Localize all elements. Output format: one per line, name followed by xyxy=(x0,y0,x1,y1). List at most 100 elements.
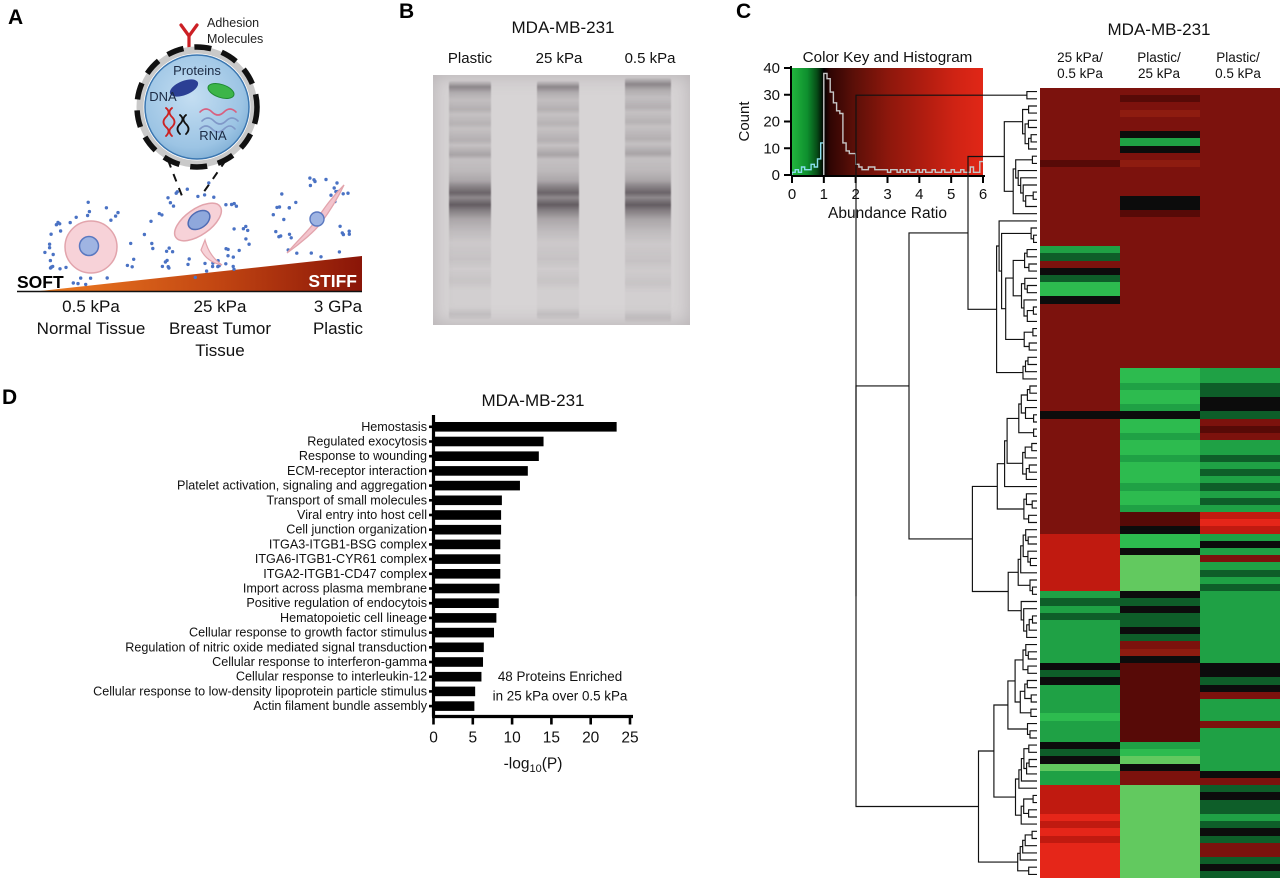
heatmap-cell xyxy=(1040,325,1120,333)
bar-label: Transport of small molecules xyxy=(266,493,427,507)
bar xyxy=(433,657,484,667)
heatmap-cell xyxy=(1040,253,1120,261)
heatmap-row xyxy=(1040,763,1280,771)
heatmap-cell xyxy=(1200,785,1280,793)
heatmap-cell xyxy=(1040,181,1120,189)
x-tick-label: 15 xyxy=(543,730,560,747)
heatmap-cell xyxy=(1200,95,1280,103)
heatmap-cell xyxy=(1120,102,1200,110)
heatmap-cell xyxy=(1040,361,1120,369)
heatmap-cell xyxy=(1040,318,1120,326)
heatmap-row xyxy=(1040,512,1280,520)
heatmap-cell xyxy=(1200,238,1280,247)
heatmap-row xyxy=(1040,468,1280,477)
heatmap-row xyxy=(1040,583,1280,592)
bar xyxy=(433,627,495,638)
heatmap-cell xyxy=(1120,526,1200,534)
heatmap-cell xyxy=(1200,742,1280,750)
heatmap-cell xyxy=(1120,770,1200,778)
bar-label: Platelet activation, signaling and aggre… xyxy=(177,479,427,493)
heatmap-cell xyxy=(1200,849,1280,858)
heatmap-cell xyxy=(1120,734,1200,743)
heatmap-cell xyxy=(1040,145,1120,153)
heatmap-cell xyxy=(1200,454,1280,462)
heatmap-cell xyxy=(1200,799,1280,807)
heatmap-cell xyxy=(1040,605,1120,613)
heatmap-cell xyxy=(1040,770,1120,778)
heatmap-row xyxy=(1040,425,1280,433)
condition-tissue: Tissue xyxy=(195,341,244,360)
heatmap-cell xyxy=(1200,361,1280,369)
heatmap-cell xyxy=(1120,353,1200,362)
heatmap-cell xyxy=(1040,713,1120,721)
heatmap-cell xyxy=(1120,497,1200,505)
heatmap-cell xyxy=(1120,742,1200,750)
gel-image xyxy=(433,75,690,325)
heatmap-cell xyxy=(1200,332,1280,340)
heatmap-cell xyxy=(1040,88,1120,96)
heatmap-cell xyxy=(1120,253,1200,261)
heatmap-row xyxy=(1040,195,1280,203)
bar-label: ITGA3-ITGB1-BSG complex xyxy=(269,537,428,551)
heatmap-cell xyxy=(1200,102,1280,110)
heatmap-cell xyxy=(1200,634,1280,642)
heatmap-cell xyxy=(1040,174,1120,182)
heatmap-cell xyxy=(1040,310,1120,318)
heatmap-cell xyxy=(1200,382,1280,390)
heatmap-cell xyxy=(1040,813,1120,822)
heatmap-cell xyxy=(1120,303,1200,311)
elongated-cell-nucleus xyxy=(309,211,325,227)
heatmap-cell xyxy=(1120,576,1200,584)
heatmap-cell xyxy=(1200,389,1280,398)
heatmap-cell xyxy=(1120,339,1200,347)
protein-blob-blue xyxy=(169,79,199,97)
heatmap-row xyxy=(1040,433,1280,441)
heatmap-row xyxy=(1040,310,1280,318)
heatmap-row xyxy=(1040,591,1280,599)
heatmap-row xyxy=(1040,339,1280,347)
color-key-title: Color Key and Histogram xyxy=(803,49,973,66)
heatmap-cell xyxy=(1120,698,1200,707)
heatmap-cell xyxy=(1200,138,1280,146)
heatmap-cell xyxy=(1040,612,1120,620)
heatmap-cell xyxy=(1200,131,1280,139)
heatmap-row xyxy=(1040,325,1280,333)
bar xyxy=(433,495,502,506)
heatmap-cell xyxy=(1200,468,1280,477)
heatmap-cell xyxy=(1120,706,1200,714)
heatmap-cell xyxy=(1200,734,1280,743)
heatmap-cell xyxy=(1200,274,1280,283)
spindle-cell-nucleus xyxy=(187,209,211,231)
heatmap-cell xyxy=(1120,583,1200,592)
heatmap-cell xyxy=(1120,116,1200,124)
heatmap-cell xyxy=(1120,167,1200,175)
heatmap-cell xyxy=(1040,102,1120,110)
heatmap-row xyxy=(1040,303,1280,311)
heatmap-cell xyxy=(1200,533,1280,541)
heatmap-cell xyxy=(1040,569,1120,577)
panel-c-title: MDA-MB-231 xyxy=(1107,20,1211,39)
panel-a-schematic: Adhesion Molecules Proteins DNA RNA xyxy=(17,16,364,360)
heatmap-row xyxy=(1040,540,1280,548)
bar xyxy=(433,524,502,535)
heatmap-row xyxy=(1040,116,1280,124)
heatmap-cell xyxy=(1040,533,1120,541)
heatmap-cell xyxy=(1040,763,1120,771)
heatmap-cell xyxy=(1040,411,1120,419)
panel-b-title: MDA-MB-231 xyxy=(511,18,615,37)
heatmap-cell xyxy=(1120,461,1200,469)
heatmap-cell xyxy=(1120,267,1200,275)
heatmap-cell xyxy=(1040,210,1120,218)
heatmap-cell xyxy=(1200,612,1280,620)
heatmap-cell xyxy=(1200,289,1280,297)
heatmap-cell xyxy=(1040,267,1120,275)
heatmap-cell xyxy=(1200,224,1280,232)
count-tick-label: 30 xyxy=(763,87,780,104)
heatmap-row xyxy=(1040,648,1280,656)
count-tick-label: 10 xyxy=(763,140,780,157)
bar-label: Hematopoietic cell lineage xyxy=(280,611,427,625)
rna-icon xyxy=(199,108,239,133)
heatmap-cell xyxy=(1120,397,1200,405)
heatmap-cell xyxy=(1120,123,1200,132)
